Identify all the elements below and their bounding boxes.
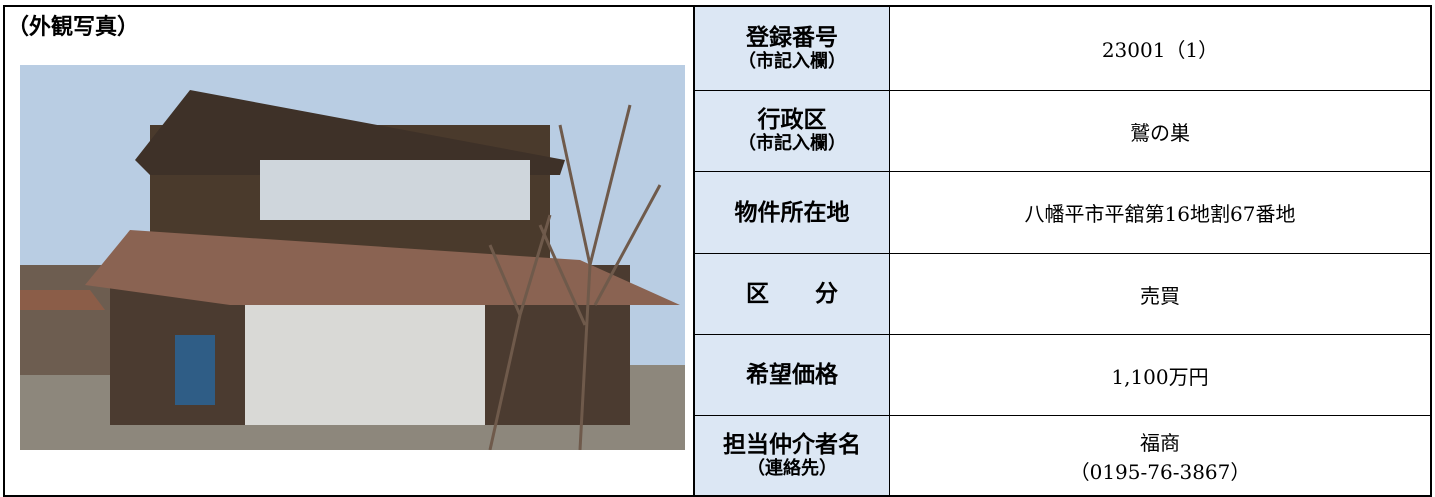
row-label: 登録番号 （市記入欄）: [695, 7, 890, 90]
row-value: 福商 （0195-76-3867）: [890, 416, 1430, 495]
table-row: 区 分 売買: [695, 254, 1430, 335]
label-text: 物件所在地: [734, 199, 850, 226]
table-row: 希望価格 1,100万円: [695, 335, 1430, 416]
row-label: 担当仲介者名 （連絡先）: [695, 416, 890, 495]
row-value: 鷲の巣: [890, 91, 1430, 171]
table-row: 登録番号 （市記入欄） 23001（1）: [695, 7, 1430, 91]
label-text: 担当仲介者名: [723, 431, 861, 458]
label-text: 行政区: [757, 107, 827, 133]
row-value: 23001（1）: [890, 7, 1430, 90]
value-text: （0195-76-3867）: [1069, 459, 1251, 484]
row-label: 希望価格: [695, 335, 890, 415]
value-text: 鷲の巣: [1130, 120, 1190, 145]
value-text: 売買: [1140, 283, 1180, 308]
label-text: 登録番号: [746, 24, 838, 51]
row-label: 物件所在地: [695, 172, 890, 253]
label-text: （市記入欄）: [738, 133, 846, 154]
info-table: 登録番号 （市記入欄） 23001（1） 行政区 （市記入欄） 鷲の巣 物件所在地 八幡平市平…: [695, 7, 1430, 495]
property-sheet: （外観写真） 登録番号 （市記入欄） 23001（1） 行政区 （市記入欄） 鷲の巣 物件所…: [3, 5, 1432, 497]
photo-cell: （外観写真）: [5, 7, 695, 495]
house-photo: [20, 65, 685, 450]
value-text: 八幡平市平舘第16地割67番地: [1024, 202, 1296, 226]
value-text: 1,100万円: [1111, 364, 1209, 389]
row-value: 売買: [890, 254, 1430, 334]
row-value: 1,100万円: [890, 335, 1430, 415]
table-row: 担当仲介者名 （連絡先） 福商 （0195-76-3867）: [695, 416, 1430, 495]
label-text: （連絡先）: [747, 457, 837, 479]
table-row: 行政区 （市記入欄） 鷲の巣: [695, 91, 1430, 172]
value-text: 23001（1）: [1101, 38, 1219, 62]
photo-caption: （外観写真）: [7, 15, 140, 40]
row-label: 区 分: [695, 254, 890, 334]
row-label: 行政区 （市記入欄）: [695, 91, 890, 171]
row-value: 八幡平市平舘第16地割67番地: [890, 172, 1430, 253]
label-text: 区 分: [746, 281, 838, 307]
table-row: 物件所在地 八幡平市平舘第16地割67番地: [695, 172, 1430, 254]
label-text: 希望価格: [746, 362, 838, 388]
label-text: （市記入欄）: [738, 50, 846, 72]
value-text: 福商: [1140, 430, 1180, 455]
